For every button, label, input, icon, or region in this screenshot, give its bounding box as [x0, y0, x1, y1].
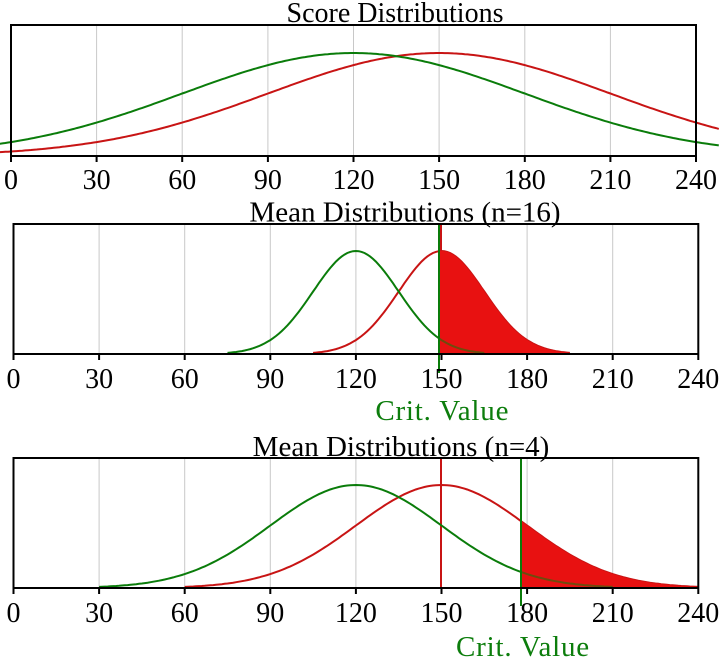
svg-text:60: 60	[171, 364, 199, 395]
svg-text:180: 180	[506, 364, 548, 395]
svg-text:240: 240	[677, 598, 719, 629]
svg-text:180: 180	[504, 165, 546, 196]
svg-text:90: 90	[256, 364, 284, 395]
svg-text:150: 150	[421, 598, 463, 629]
svg-text:120: 120	[335, 364, 377, 395]
svg-text:150: 150	[418, 165, 460, 196]
svg-text:90: 90	[256, 598, 284, 629]
svg-text:60: 60	[171, 598, 199, 629]
svg-text:30: 30	[83, 165, 111, 196]
svg-text:Mean Distributions (n=16): Mean Distributions (n=16)	[249, 197, 560, 229]
svg-text:0: 0	[7, 598, 21, 629]
svg-text:210: 210	[592, 364, 634, 395]
svg-text:120: 120	[335, 598, 377, 629]
svg-text:Crit. Value: Crit. Value	[375, 395, 509, 427]
svg-text:120: 120	[333, 165, 375, 196]
svg-text:150: 150	[421, 364, 463, 395]
svg-text:90: 90	[254, 165, 282, 196]
svg-text:240: 240	[675, 165, 717, 196]
svg-text:0: 0	[7, 364, 21, 395]
svg-text:60: 60	[168, 165, 196, 196]
svg-text:210: 210	[589, 165, 631, 196]
svg-text:30: 30	[85, 364, 113, 395]
svg-text:210: 210	[592, 598, 634, 629]
svg-text:Crit. Value: Crit. Value	[456, 631, 590, 660]
svg-text:180: 180	[506, 598, 548, 629]
svg-text:Mean Distributions (n=4): Mean Distributions (n=4)	[253, 431, 550, 463]
svg-text:Score Distributions: Score Distributions	[287, 0, 504, 29]
svg-text:0: 0	[4, 165, 18, 196]
svg-text:30: 30	[85, 598, 113, 629]
svg-text:240: 240	[677, 364, 719, 395]
